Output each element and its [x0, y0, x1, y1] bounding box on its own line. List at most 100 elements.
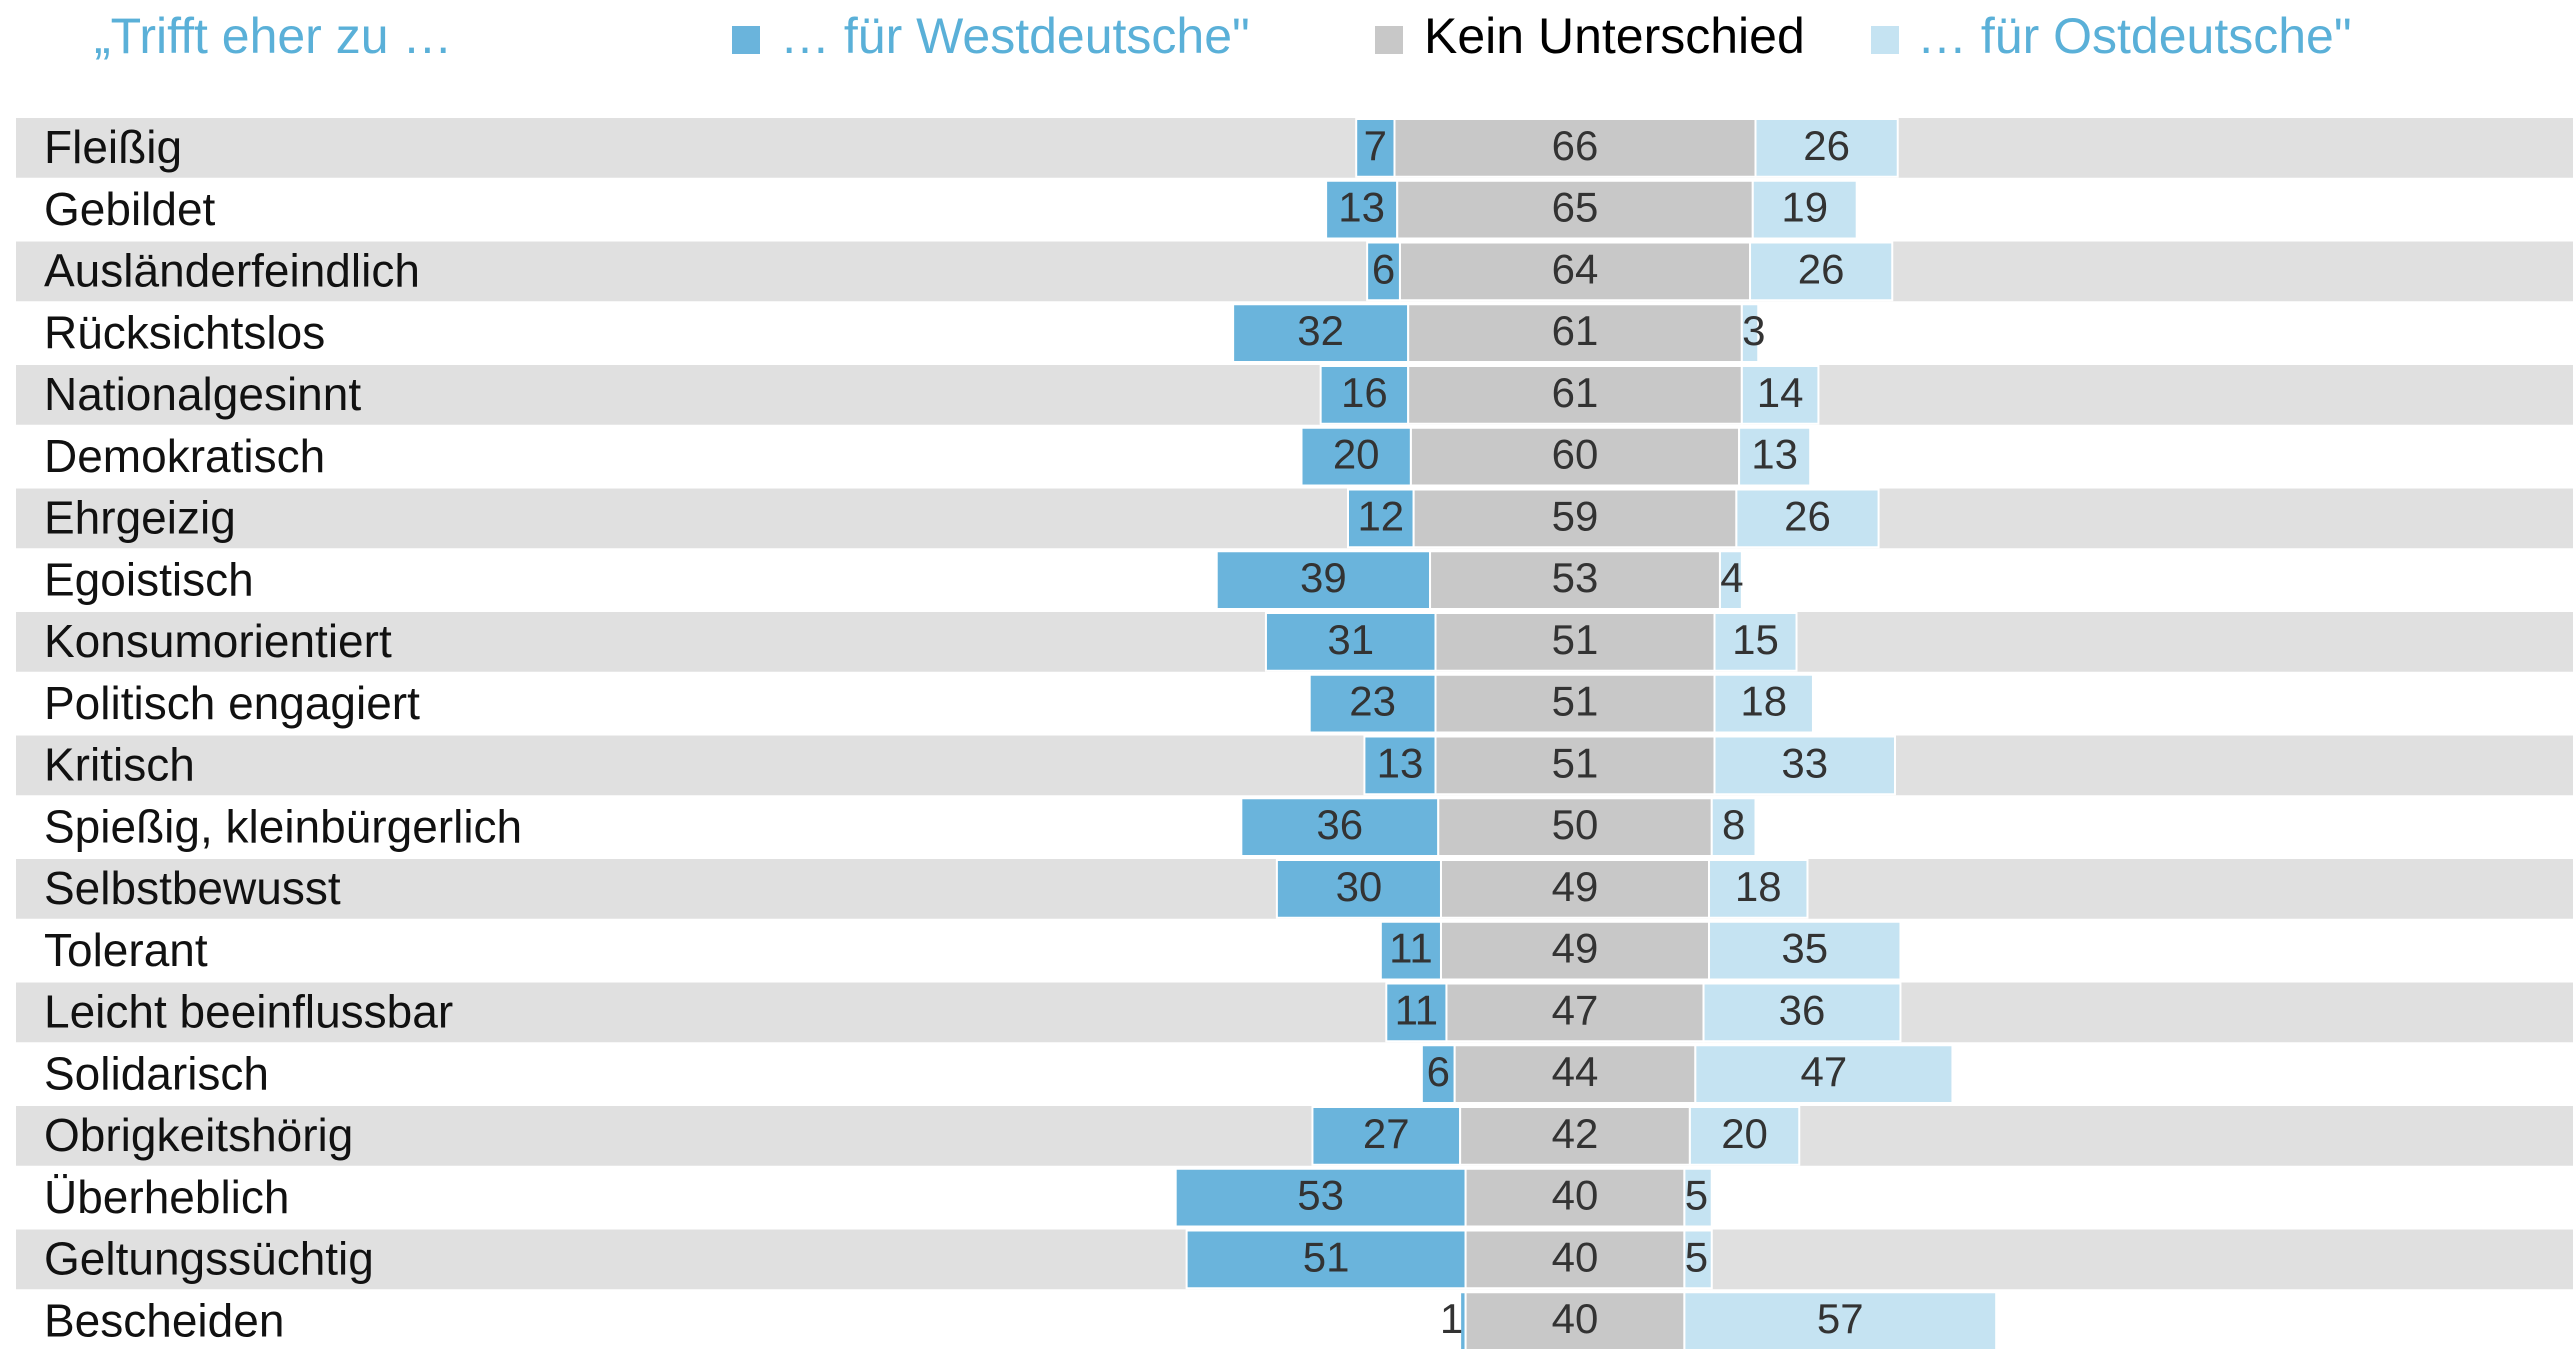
value-label: 33 [1781, 739, 1828, 786]
bar-segment [1464, 1167, 1686, 1228]
bar-segment [1308, 673, 1437, 734]
bar-segment [1240, 797, 1440, 857]
bar-segment [1437, 797, 1713, 857]
bar-segment [1363, 735, 1437, 796]
value-label: 36 [1316, 801, 1363, 848]
category-label: Rücksichtslos [44, 306, 325, 358]
value-label: 51 [1552, 739, 1599, 786]
value-label: 49 [1552, 863, 1599, 910]
value-label: 40 [1552, 1172, 1599, 1219]
bar-segment [1694, 1044, 1954, 1104]
bar-segment [1346, 488, 1415, 549]
bar-segment [1459, 1106, 1691, 1166]
bar-segment [1740, 303, 1760, 363]
value-label: 31 [1327, 616, 1374, 663]
value-label: 19 [1781, 184, 1828, 231]
bar-segment [1393, 118, 1757, 178]
value-label: 4 [1720, 554, 1743, 601]
value-label: 1 [1440, 1295, 1463, 1342]
value-label: 57 [1817, 1295, 1864, 1342]
value-label: 27 [1363, 1110, 1410, 1157]
value-label: 61 [1552, 369, 1599, 416]
legend-label: Kein Unterschied [1424, 8, 1805, 64]
category-label: Egoistisch [44, 553, 254, 605]
value-label: 32 [1297, 307, 1344, 354]
row-band [16, 241, 2573, 302]
value-label: 14 [1757, 369, 1804, 416]
bar-segment [1453, 1044, 1697, 1104]
value-label: 18 [1740, 678, 1787, 725]
category-label: Kritisch [44, 739, 195, 791]
bar-segment [1735, 488, 1880, 549]
value-label: 16 [1341, 369, 1388, 416]
bar-segment [1749, 241, 1894, 302]
value-label: 49 [1552, 925, 1599, 972]
bar-segment [1396, 179, 1754, 240]
category-label: Ehrgeizig [44, 492, 236, 544]
bar-segment [1710, 797, 1757, 857]
row-band [16, 735, 2573, 796]
value-label: 39 [1300, 554, 1347, 601]
bar-segment [1379, 920, 1442, 981]
legend-swatch [732, 26, 760, 54]
category-label: Ausländerfeindlich [44, 245, 420, 297]
category-label: Obrigkeitshörig [44, 1109, 353, 1161]
value-label: 3 [1742, 307, 1765, 354]
bar-segment [1439, 920, 1711, 981]
value-label: 44 [1552, 1048, 1599, 1095]
bar-segment [1174, 1167, 1467, 1228]
bar-segment [1713, 673, 1814, 734]
value-label: 7 [1364, 122, 1387, 169]
value-label: 11 [1389, 925, 1433, 972]
category-label: Selbstbewusst [44, 862, 341, 914]
category-label: Tolerant [44, 924, 208, 976]
value-label: 15 [1732, 616, 1779, 663]
value-label: 42 [1552, 1110, 1599, 1157]
value-label: 30 [1336, 863, 1383, 910]
bar-segment [1713, 612, 1798, 672]
row-band [16, 488, 2573, 549]
value-label: 12 [1357, 492, 1404, 539]
category-label: Gebildet [44, 183, 216, 235]
bar-segment [1407, 365, 1743, 425]
value-label: 5 [1685, 1233, 1708, 1280]
bar-segment [1434, 735, 1716, 796]
bar-segment [1311, 1106, 1462, 1166]
value-label: 40 [1552, 1233, 1599, 1280]
category-label: Demokratisch [44, 430, 325, 482]
legend-label: … für Westdeutsche" [780, 8, 1250, 64]
bar-segment [1754, 118, 1899, 178]
value-label: 20 [1333, 431, 1380, 478]
bar-segment [1713, 735, 1896, 796]
value-label: 51 [1552, 678, 1599, 725]
value-label: 60 [1552, 431, 1599, 478]
bar-segment [1708, 920, 1902, 981]
value-label: 51 [1303, 1233, 1350, 1280]
value-label: 36 [1779, 986, 1826, 1033]
value-label: 64 [1552, 245, 1599, 292]
bar-segment [1445, 982, 1705, 1043]
value-label: 50 [1552, 801, 1599, 848]
bar-segment [1319, 365, 1410, 425]
bar-segment [1434, 612, 1716, 672]
bar-segment [1738, 426, 1812, 487]
row-band [16, 982, 2573, 1043]
legend-label: … für Ostdeutsche" [1917, 8, 2352, 64]
value-label: 26 [1798, 245, 1845, 292]
bar-segment [1702, 982, 1902, 1043]
bar-segment [1708, 859, 1809, 919]
row-band [16, 1106, 2573, 1166]
category-label: Spießig, kleinbürgerlich [44, 800, 522, 852]
legend-swatch [1375, 26, 1403, 54]
value-label: 26 [1784, 492, 1831, 539]
bar-segment [1464, 1229, 1686, 1290]
value-label: 35 [1781, 925, 1828, 972]
bar-segment [1683, 1229, 1713, 1290]
bar-segment [1398, 241, 1752, 302]
value-label: 6 [1427, 1048, 1450, 1095]
value-label: 26 [1803, 122, 1850, 169]
value-label: 18 [1735, 863, 1782, 910]
category-label: Konsumorientiert [44, 615, 392, 667]
category-label: Leicht beeinflussbar [44, 986, 453, 1038]
category-label: Solidarisch [44, 1047, 269, 1099]
